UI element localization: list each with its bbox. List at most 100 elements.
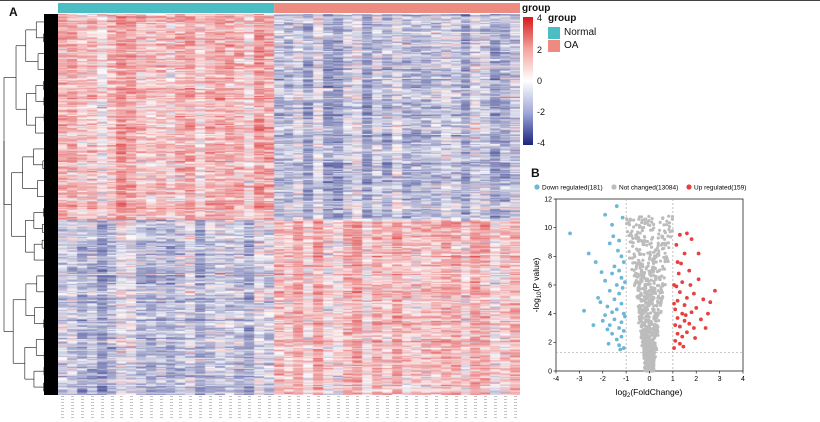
volcano-point (649, 311, 653, 315)
sample-label (90, 396, 94, 418)
volcano-point (627, 249, 631, 254)
y-tick-label: 4 (548, 311, 552, 318)
legend-marker-down (534, 184, 540, 190)
sample-label (61, 396, 65, 418)
volcano-point (623, 280, 627, 285)
legend-label-not-changed: Not changed(13084) (619, 185, 678, 192)
sample-label (258, 396, 261, 418)
sample-label (71, 396, 75, 418)
volcano-point (672, 301, 676, 306)
volcano-point (612, 264, 617, 269)
volcano-point (619, 320, 624, 325)
volcano-point (640, 268, 644, 272)
volcano-point (689, 237, 694, 242)
volcano-point (636, 275, 640, 279)
volcano-point (655, 270, 659, 274)
volcano-point (631, 244, 635, 248)
volcano-point (646, 264, 650, 268)
panel-label-b: B (531, 166, 540, 180)
y-tick-label: 10 (544, 225, 552, 232)
volcano-point (606, 341, 611, 346)
volcano-point (651, 295, 655, 299)
volcano-point (655, 299, 660, 303)
volcano-point (651, 343, 655, 347)
volcano-point (654, 303, 658, 308)
volcano-point (611, 234, 616, 239)
y-axis-label: -log10(P value) (531, 257, 543, 312)
volcano-point (658, 277, 662, 282)
volcano-point (648, 228, 653, 232)
volcano-point (696, 277, 701, 282)
volcano-point (661, 216, 665, 220)
volcano-point (638, 262, 642, 266)
top-divider (0, 0, 820, 1)
volcano-point (677, 290, 682, 295)
x-tick-label: -2 (600, 376, 606, 383)
volcano-point (657, 318, 661, 323)
volcano-point (658, 291, 662, 295)
volcano-point (638, 273, 642, 277)
volcano-point (670, 229, 675, 233)
x-axis-label-rest: (FoldChange) (630, 387, 682, 397)
volcano-point (649, 330, 654, 334)
volcano-point (658, 220, 662, 224)
volcano-point (633, 282, 637, 286)
sample-label (159, 396, 163, 418)
volcano-point (591, 323, 596, 328)
dendrogram-leaves (44, 14, 58, 395)
sample-label (326, 396, 330, 418)
volcano-point (640, 287, 644, 291)
volcano-point (644, 301, 648, 305)
x-tick-label: 2 (694, 376, 698, 383)
volcano-point (640, 226, 645, 230)
legend-marker-up (686, 184, 692, 190)
volcano-point (634, 266, 638, 271)
group-legend-title: group (548, 13, 577, 24)
y-tick-label: 8 (548, 254, 552, 261)
volcano-point (625, 229, 630, 234)
volcano-point (656, 313, 660, 317)
volcano-point (662, 242, 666, 246)
series-down-regulated (568, 204, 627, 352)
volcano-point (652, 316, 656, 321)
volcano-point (647, 369, 652, 373)
legend-label-down: Down regulated(181) (542, 185, 603, 192)
volcano-point (636, 239, 641, 243)
volcano-point (642, 271, 646, 276)
volcano-point (645, 314, 649, 319)
volcano-point (656, 308, 660, 312)
volcano-point (703, 326, 708, 330)
volcano-point (656, 244, 660, 248)
volcano-point (617, 268, 622, 273)
volcano-point (617, 291, 622, 296)
sample-column-labels (58, 396, 520, 420)
volcano-point (661, 295, 665, 299)
sample-label (316, 396, 320, 418)
volcano-point (619, 275, 624, 280)
volcano-point (637, 224, 641, 228)
volcano-point (605, 304, 610, 309)
volcano-point (685, 330, 689, 335)
volcano-point (632, 274, 636, 278)
volcano-point (645, 330, 649, 334)
volcano-point (643, 221, 647, 226)
colorbar-tick-minus4: -4 (537, 138, 546, 148)
volcano-point (652, 304, 656, 308)
volcano-point (665, 222, 669, 227)
colorbar-tick-minus2: -2 (537, 107, 546, 117)
legend-label-up: Up regulated(159) (694, 185, 746, 192)
volcano-point (667, 221, 672, 225)
volcano-point (586, 251, 591, 256)
volcano-point (631, 218, 636, 222)
volcano-point (661, 282, 665, 286)
volcano-point (630, 229, 634, 233)
legend-label-oa: OA (564, 40, 579, 51)
x-axis-label-sub: 2 (627, 393, 631, 399)
volcano-point (646, 251, 650, 255)
sample-label (179, 396, 183, 418)
y-axis-label-rest: (P value) (531, 257, 541, 291)
sample-label (454, 396, 458, 418)
volcano-point (648, 272, 652, 276)
volcano-point (644, 217, 648, 221)
volcano-point (663, 229, 667, 233)
